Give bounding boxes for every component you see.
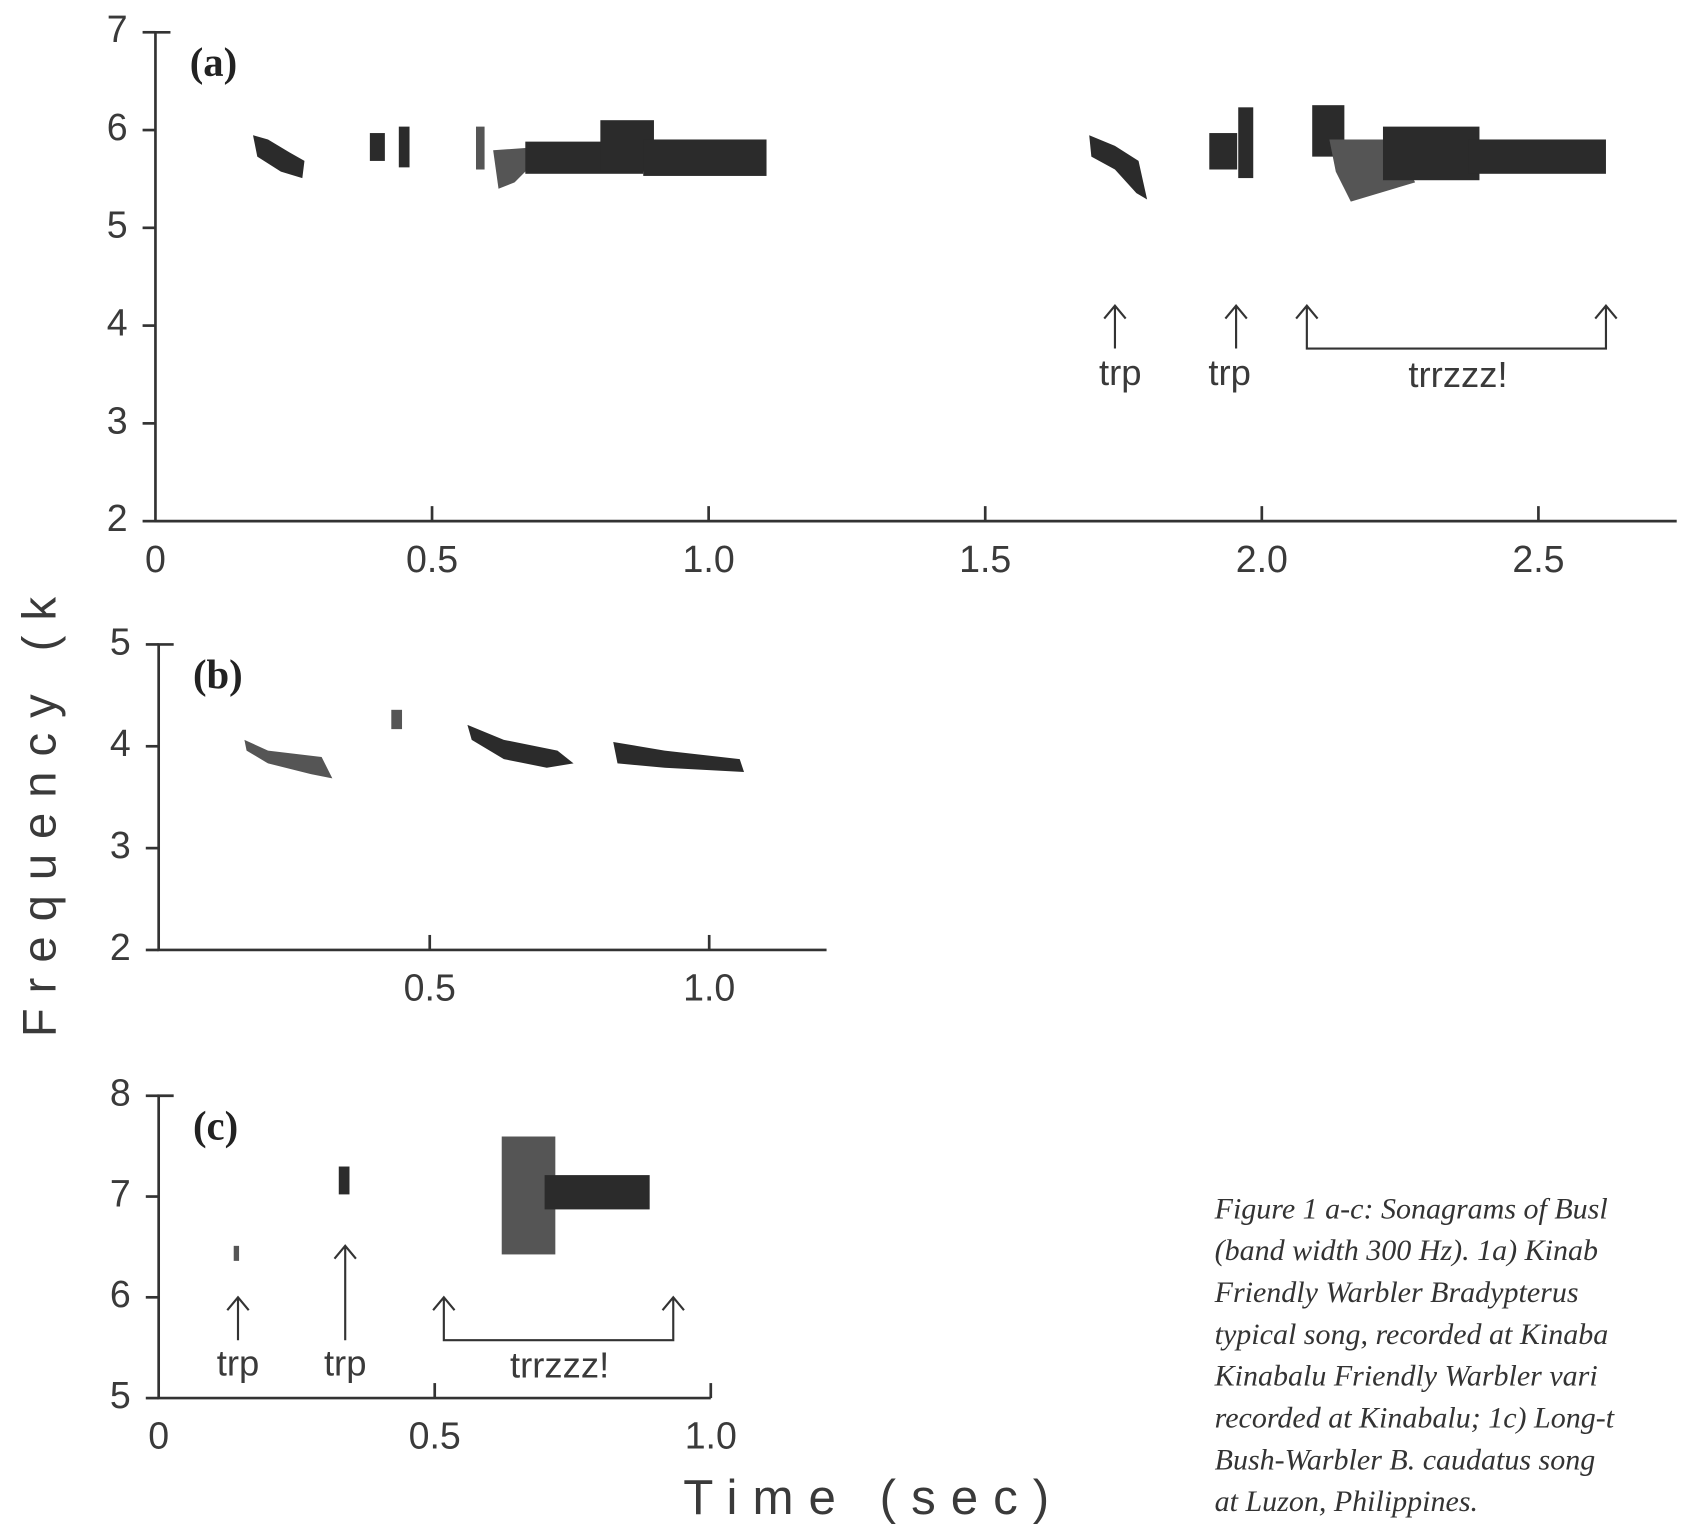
annotation: trrzzz!	[1408, 354, 1507, 395]
y-tick-label: 3	[107, 399, 128, 441]
y-tick-label: 5	[107, 204, 128, 246]
y-tick-label: 4	[107, 302, 128, 344]
x-tick-label: 0	[148, 1415, 169, 1457]
panel-label: (a)	[190, 40, 237, 85]
x-tick-label: 1.5	[959, 538, 1011, 580]
y-tick-label: 2	[107, 497, 128, 539]
caption-line: typical song, recorded at Kinaba	[1215, 1318, 1609, 1351]
caption-line: recorded at Kinabalu; 1c) Long-t	[1215, 1401, 1615, 1434]
x-axis-label: Time (sec)	[683, 1470, 1064, 1525]
y-tick-label: 6	[107, 106, 128, 148]
y-axis-label: Frequency (k	[12, 582, 65, 1037]
annotation: trrzzz!	[510, 1345, 609, 1386]
annotation: trp	[217, 1343, 260, 1384]
y-tick-label: 5	[110, 1374, 131, 1416]
caption: Figure 1 a-c: Sonagrams of Busl (band wid…	[1214, 1192, 1615, 1518]
sonogram-c	[233, 1136, 650, 1261]
y-tick-label: 5	[110, 620, 131, 662]
y-tick-label: 2	[110, 926, 131, 968]
annotation: trp	[324, 1343, 367, 1384]
caption-line: Friendly Warbler Bradypterus	[1214, 1276, 1579, 1309]
y-tick-label: 6	[110, 1273, 131, 1315]
panel-label: (b)	[193, 652, 243, 697]
x-tick-label: 0.5	[404, 967, 456, 1009]
annotation: trp	[1099, 352, 1142, 393]
caption-line: Kinabalu Friendly Warbler vari	[1214, 1360, 1598, 1393]
panel-label: (c)	[193, 1103, 238, 1148]
x-tick-label: 0.5	[409, 1415, 461, 1457]
arrows-c	[226, 1244, 685, 1342]
x-tick-label: 0.5	[406, 538, 458, 580]
y-tick-label: 3	[110, 824, 131, 866]
x-tick-label: 2.0	[1236, 538, 1288, 580]
axes	[154, 30, 1677, 523]
x-tick-label: 1.0	[685, 1415, 737, 1457]
sonogram-a	[253, 105, 1606, 202]
y-tick-label: 4	[110, 722, 131, 764]
caption-line: Bush-Warbler B. caudatus song	[1215, 1443, 1596, 1476]
x-tick-label: 0	[145, 538, 166, 580]
y-tick-label: 8	[110, 1072, 131, 1114]
x-tick-label: 1.0	[683, 538, 735, 580]
caption-line: (band width 300 Hz). 1a) Kinab	[1215, 1234, 1598, 1267]
caption-line: at Luzon, Philippines.	[1215, 1485, 1478, 1518]
x-tick-label: 1.0	[683, 967, 735, 1009]
x-tick-label: 2.5	[1512, 538, 1564, 580]
caption-line: Figure 1 a-c: Sonagrams of Busl	[1214, 1192, 1608, 1225]
sonogram-b	[244, 709, 745, 779]
axes	[157, 643, 827, 952]
y-tick-label: 7	[107, 8, 128, 50]
annotation: trp	[1208, 352, 1251, 393]
arrows-a	[1103, 303, 1618, 350]
y-tick-label: 7	[110, 1172, 131, 1214]
